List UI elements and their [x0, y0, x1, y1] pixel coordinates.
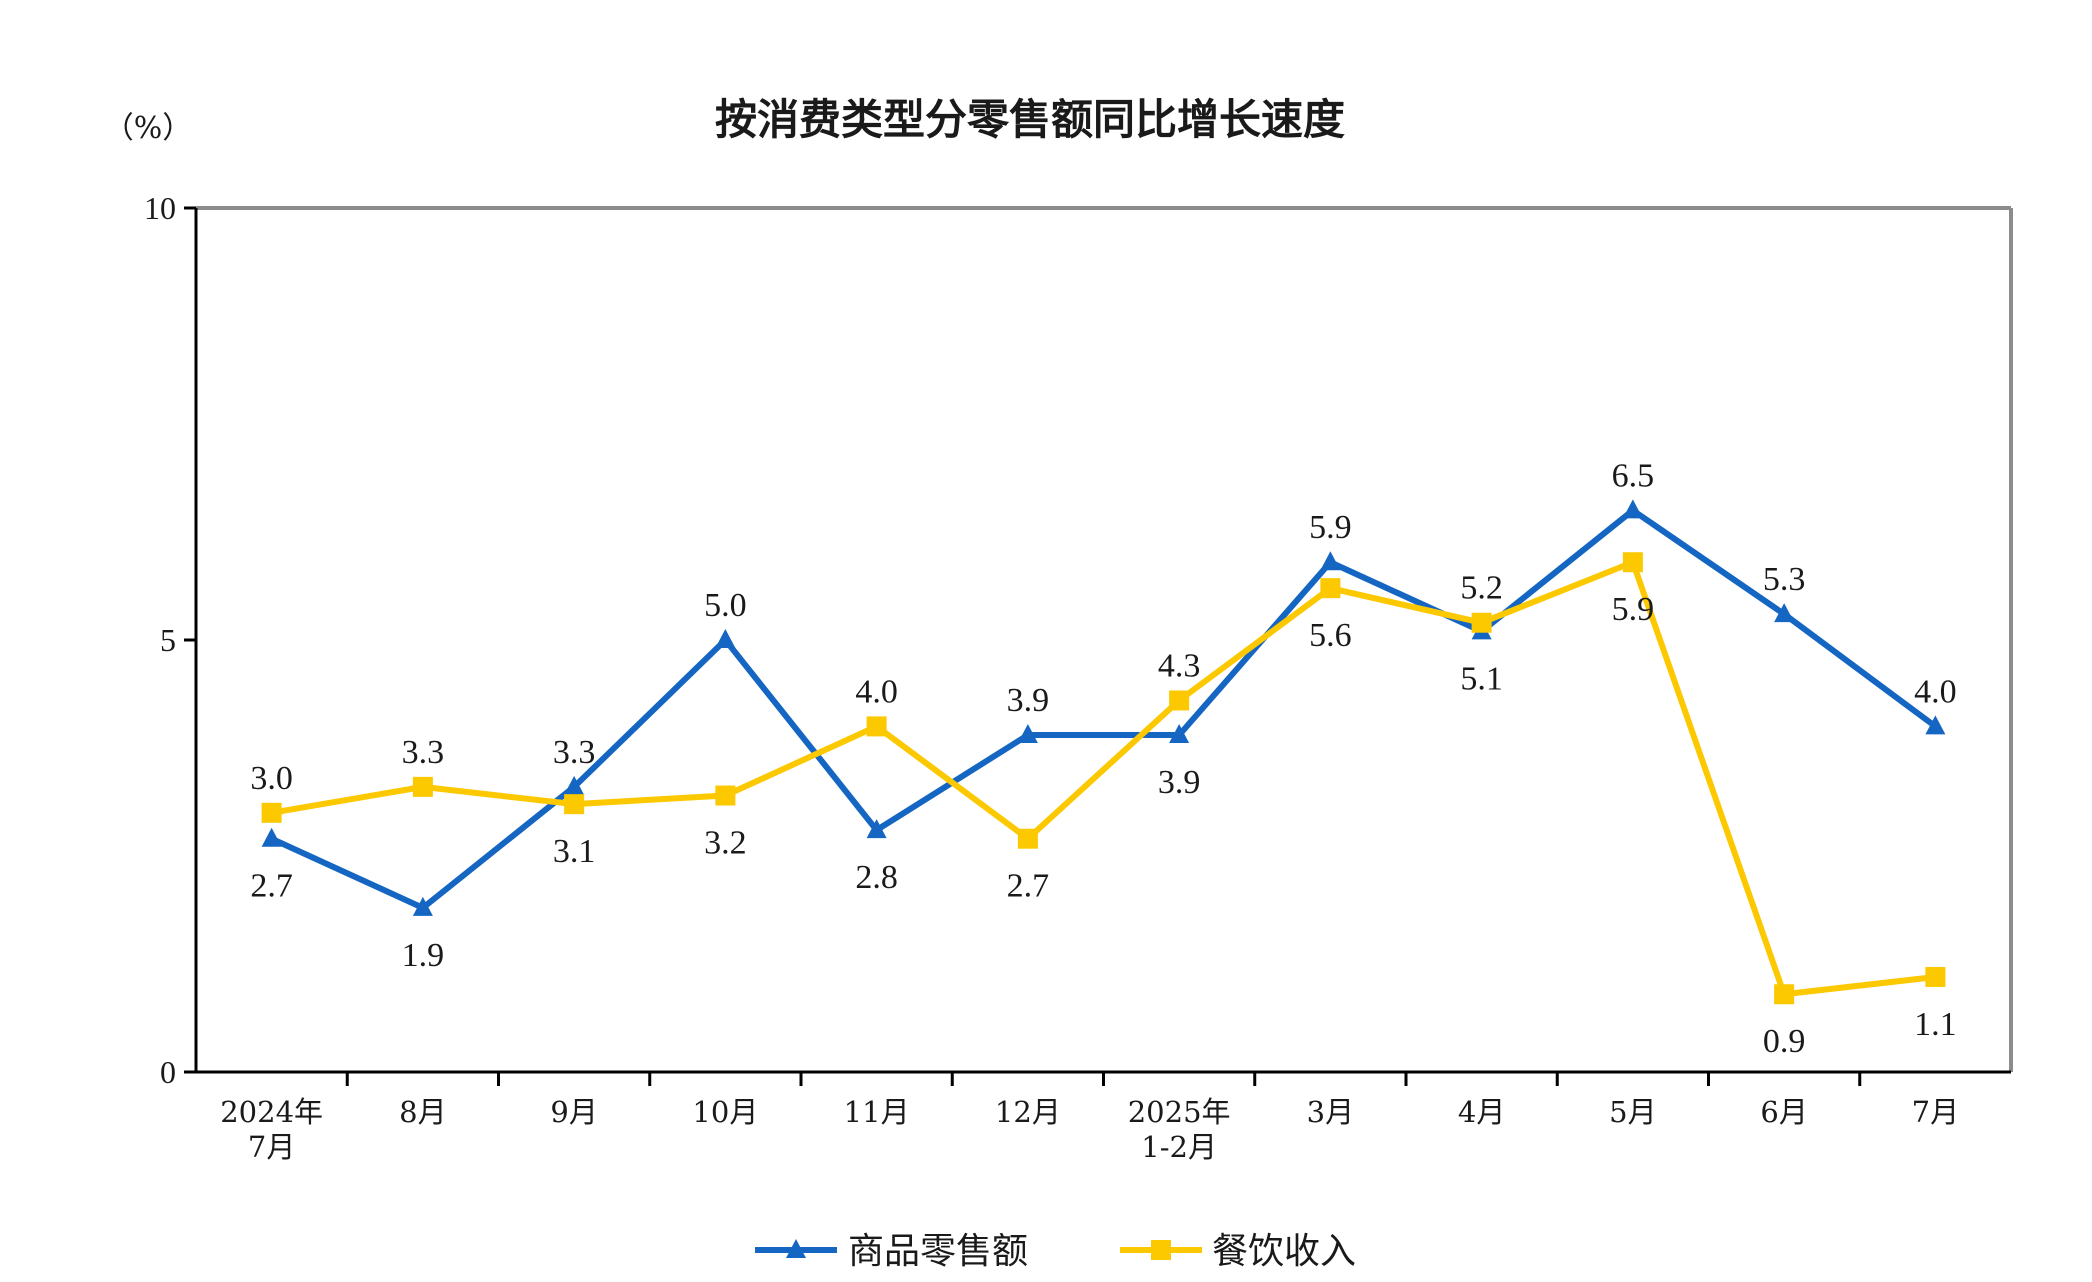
- data-label-retail: 1.9: [402, 937, 445, 974]
- data-label-catering: 2.7: [1007, 868, 1050, 905]
- series-layer: [261, 499, 1946, 1005]
- data-point-retail: [1017, 724, 1038, 744]
- y-tick-label: 0: [160, 1054, 176, 1090]
- data-point-retail: [1925, 715, 1946, 735]
- data-label-catering: 5.9: [1612, 591, 1655, 628]
- x-tick-label: 11月: [844, 1095, 910, 1129]
- data-label-retail: 4.0: [1914, 673, 1957, 710]
- x-tick-label: 3月: [1307, 1095, 1354, 1129]
- data-label-catering: 0.9: [1763, 1023, 1806, 1060]
- series-line-catering: [271, 559, 1936, 998]
- legend-label-catering: 餐饮收入: [1212, 1231, 1356, 1272]
- x-tick-label: 2024年: [220, 1095, 323, 1129]
- data-point-retail: [261, 827, 282, 847]
- data-point-retail: [866, 819, 887, 839]
- x-tick-label: 5月: [1609, 1095, 1656, 1129]
- data-point-retail: [564, 775, 585, 795]
- data-point-retail: [1169, 724, 1190, 744]
- data-point-catering: [1017, 828, 1038, 849]
- x-tick-label: 8月: [399, 1095, 446, 1129]
- data-point-retail: [1320, 551, 1341, 571]
- data-label-catering: 4.3: [1158, 647, 1201, 684]
- legend-marker-retail: [786, 1239, 806, 1258]
- data-label-catering: 3.1: [553, 833, 596, 870]
- data-label-retail: 6.5: [1612, 457, 1655, 494]
- data-point-catering: [1622, 552, 1643, 573]
- data-label-catering: 3.2: [704, 825, 747, 862]
- data-point-catering: [412, 776, 433, 797]
- data-label-retail: 2.8: [855, 859, 898, 896]
- data-point-catering: [564, 794, 585, 815]
- data-label-retail: 3.9: [1007, 682, 1050, 719]
- chart-title: 按消费类型分零售额同比增长速度: [715, 95, 1345, 144]
- x-tick-label: 6月: [1760, 1095, 1807, 1129]
- data-label-retail: 5.3: [1763, 561, 1806, 598]
- x-tick-label: 4月: [1458, 1095, 1505, 1129]
- data-label-retail: 5.9: [1309, 509, 1352, 546]
- data-point-catering: [715, 785, 736, 806]
- legend-marker-catering: [1151, 1240, 1171, 1260]
- series-line-retail: [270, 507, 1938, 911]
- data-point-catering: [1169, 690, 1190, 711]
- data-label-catering: 3.3: [402, 734, 445, 771]
- y-tick-label: 10: [144, 190, 176, 226]
- data-label-retail: 3.9: [1158, 764, 1201, 801]
- data-label-catering: 5.6: [1309, 617, 1352, 654]
- data-point-catering: [1471, 612, 1492, 633]
- x-tick-label: 7月: [248, 1130, 295, 1164]
- y-axis: 0 5 10: [144, 190, 198, 1090]
- x-tick-label: 1-2月: [1141, 1130, 1217, 1164]
- plot-frame: [196, 206, 2013, 1072]
- legend-label-retail: 商品零售额: [848, 1231, 1028, 1272]
- data-point-retail: [412, 896, 433, 916]
- data-point-catering: [866, 716, 887, 737]
- data-point-catering: [1774, 984, 1795, 1005]
- data-label-catering: 3.0: [250, 760, 293, 797]
- y-unit-label: （%）: [104, 111, 193, 146]
- data-label-catering: 4.0: [855, 673, 898, 710]
- data-point-retail: [715, 629, 736, 648]
- data-point-retail: [1622, 499, 1643, 519]
- data-label-retail: 2.7: [250, 868, 293, 905]
- data-label-retail: 5.0: [704, 587, 747, 624]
- data-label-retail: 5.1: [1460, 660, 1503, 697]
- x-tick-label: 2025年: [1128, 1095, 1231, 1129]
- x-tick-label: 7月: [1912, 1095, 1959, 1129]
- data-point-catering: [1320, 578, 1341, 599]
- x-tick-label: 9月: [550, 1095, 597, 1129]
- x-tick-label: 12月: [995, 1095, 1061, 1129]
- data-point-retail: [1774, 603, 1795, 623]
- data-label-catering: 5.2: [1460, 570, 1503, 607]
- x-tick-label: 10月: [692, 1095, 758, 1129]
- y-tick-label: 5: [160, 622, 176, 658]
- data-point-catering: [261, 802, 282, 823]
- data-label-layer: 2.7 1.9 3.3 5.0 2.8 3.9 3.9 5.9 5.1 6.5 5.3 4.0 3.0 3…: [250, 457, 1956, 1060]
- data-point-catering: [1925, 966, 1946, 987]
- data-label-retail: 3.3: [553, 734, 596, 771]
- legend: 商品零售额 餐饮收入: [755, 1231, 1356, 1272]
- data-label-catering: 1.1: [1914, 1006, 1957, 1043]
